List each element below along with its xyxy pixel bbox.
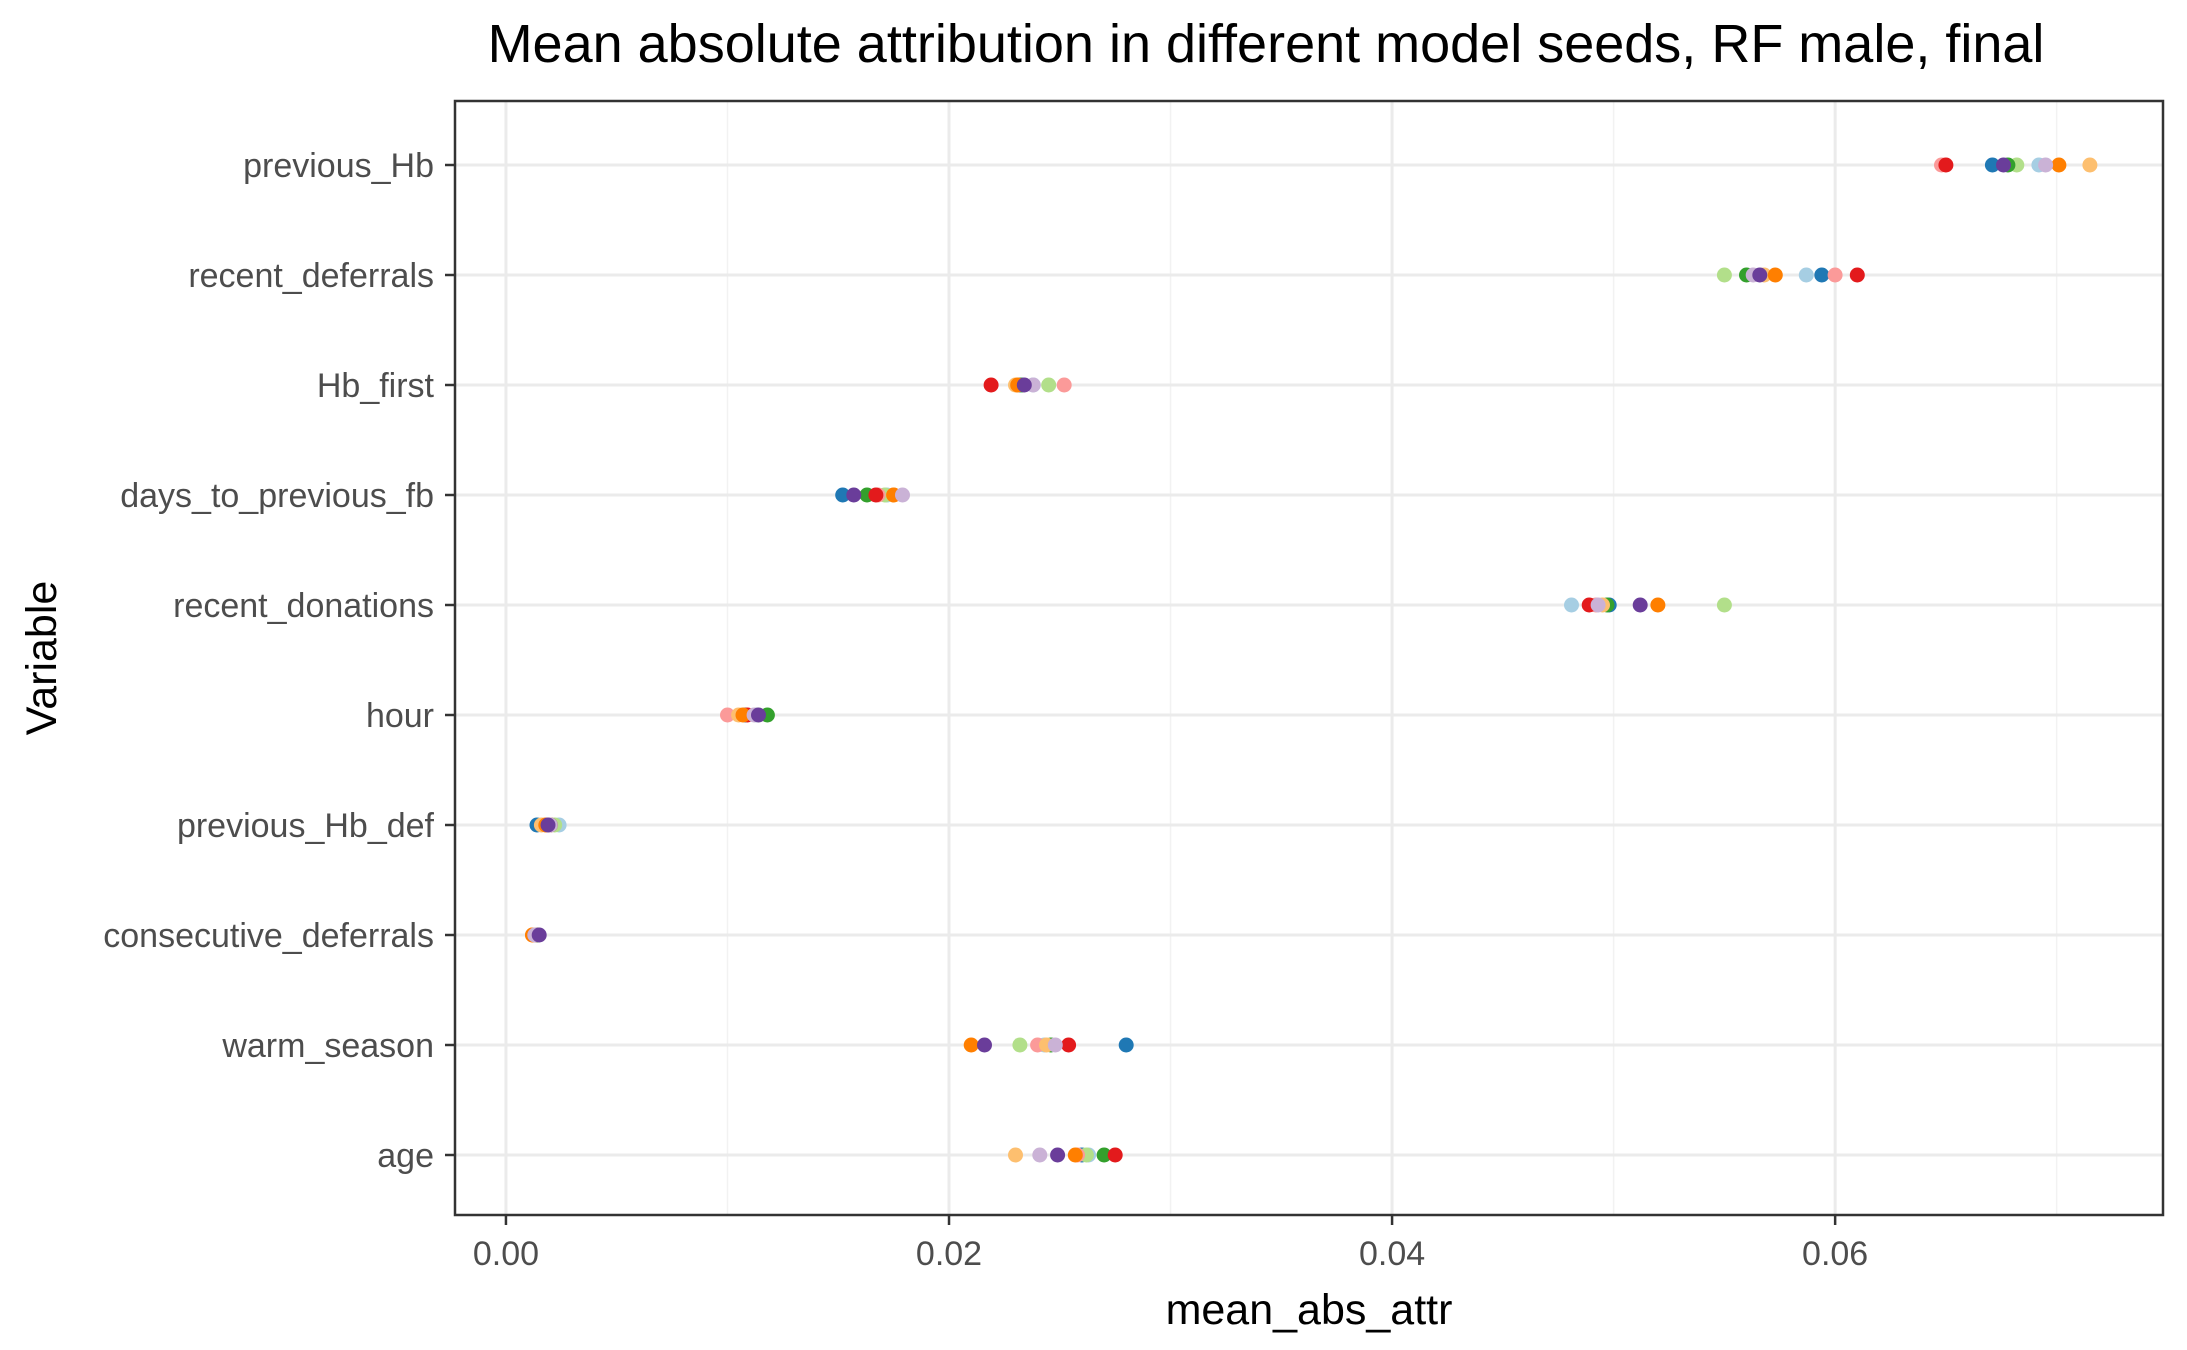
data-point [1716, 597, 1732, 613]
data-point [1061, 1037, 1077, 1053]
data-point [1984, 157, 2000, 173]
data-point [751, 707, 766, 723]
chart-title: Mean absolute attribution in different m… [488, 14, 2045, 74]
data-point [1767, 267, 1783, 283]
data-point [963, 1037, 979, 1053]
x-tick-label: 0.00 [473, 1235, 539, 1273]
minor-gridlines [726, 101, 2058, 1215]
y-tick-label: hour [366, 697, 434, 735]
y-tick-label: days_to_previous_fb [120, 477, 434, 515]
data-point [1096, 1147, 1112, 1163]
data-point [531, 927, 547, 943]
data-point [1008, 1147, 1023, 1163]
y-tick-label: previous_Hb_def [177, 807, 435, 845]
data-point [2038, 157, 2054, 173]
data-point [1632, 597, 1648, 613]
data-point [1752, 267, 1768, 283]
y-tick-label: previous_Hb [243, 147, 434, 185]
y-tick-label: recent_deferrals [188, 257, 434, 295]
data-points [525, 157, 2098, 1163]
data-point [1798, 267, 1814, 283]
y-axis: previous_Hb recent_deferrals Hb_first days_… [103, 147, 455, 1175]
data-point [720, 707, 735, 723]
data-point [983, 377, 999, 393]
data-point [1012, 1037, 1028, 1053]
y-tick-label: consecutive_deferrals [103, 917, 434, 955]
x-axis-title: mean_abs_attr [1166, 1286, 1453, 1334]
x-tick-label: 0.06 [1802, 1235, 1868, 1273]
data-point [1032, 1147, 1048, 1163]
y-tick-label: Hb_first [317, 367, 435, 405]
data-point [1996, 157, 2011, 173]
data-point [1047, 1037, 1063, 1053]
data-point [1849, 267, 1865, 283]
panel-border [453, 99, 2165, 1217]
y-tick-label: warm_season [221, 1027, 434, 1065]
y-tick-label: age [377, 1137, 434, 1175]
x-tick-label: 0.02 [916, 1235, 982, 1273]
data-point [1107, 1147, 1123, 1163]
data-point [2082, 157, 2098, 173]
data-point [1938, 157, 1954, 173]
data-point [1650, 597, 1666, 613]
data-point [1827, 267, 1843, 283]
data-point [1067, 1147, 1083, 1163]
data-point [2051, 157, 2067, 173]
x-axis: 0.00 0.02 0.04 0.06 [473, 1215, 1868, 1273]
data-point [1716, 267, 1732, 283]
data-point [1590, 597, 1606, 613]
y-tick-label: recent_donations [173, 587, 434, 625]
data-point [1056, 377, 1072, 393]
data-point [895, 487, 910, 503]
data-point [1041, 377, 1057, 393]
data-point [835, 487, 851, 503]
data-point [1118, 1037, 1134, 1053]
data-point [977, 1037, 992, 1053]
data-point [1814, 267, 1830, 283]
data-point [1016, 377, 1032, 393]
major-gridlines [455, 101, 2163, 1215]
y-axis-title: Variable [18, 581, 66, 736]
plot-panel [455, 101, 2163, 1215]
data-point [735, 707, 751, 723]
data-point [846, 487, 862, 503]
data-point [1564, 597, 1579, 613]
data-point [540, 817, 556, 833]
data-point [868, 487, 884, 503]
x-tick-label: 0.04 [1359, 1235, 1425, 1273]
panel-background [455, 101, 2163, 1215]
data-point [1050, 1147, 1066, 1163]
